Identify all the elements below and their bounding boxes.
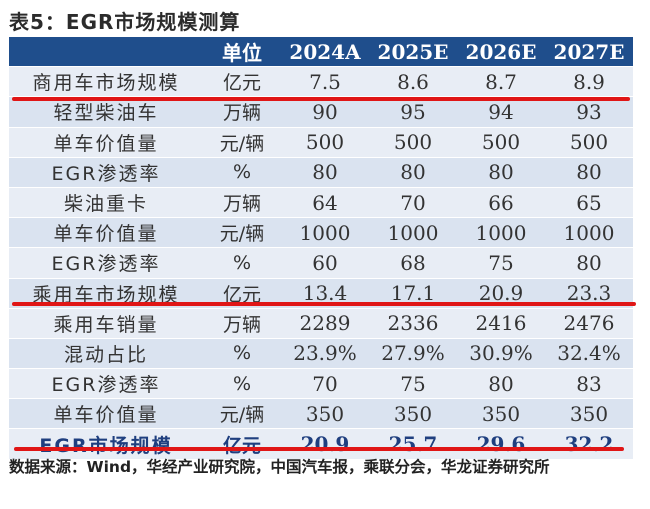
row-value-2026e: 75 xyxy=(457,248,545,279)
row-value-2024a: 1000 xyxy=(281,218,369,249)
row-unit: 万辆 xyxy=(203,97,281,128)
row-label: EGR渗透率 xyxy=(9,369,203,400)
row-value-2026e: 8.7 xyxy=(457,67,545,98)
row-value-2025e: 25.7 xyxy=(369,429,457,460)
row-value-2025e: 27.9% xyxy=(369,338,457,370)
row-label: EGR渗透率 xyxy=(9,157,203,188)
row-value-2024a: 7.5 xyxy=(281,67,369,98)
row-value-2027e: 83 xyxy=(545,369,633,400)
row-value-2024a: 23.9% xyxy=(281,338,369,370)
highlight-underline-commercial xyxy=(12,97,630,101)
row-value-2024a: 350 xyxy=(281,399,369,430)
row-label: EGR渗透率 xyxy=(9,248,203,279)
row-label: 柴油重卡 xyxy=(9,187,203,219)
header-2024a: 2024A xyxy=(281,37,369,68)
row-value-2025e: 1000 xyxy=(369,218,457,249)
row-value-2024a: 20.9 xyxy=(281,429,369,460)
row-value-2025e: 500 xyxy=(369,127,457,158)
row-value-2025e: 95 xyxy=(369,97,457,128)
row-value-2025e: 80 xyxy=(369,157,457,188)
row-value-2027e: 350 xyxy=(545,399,633,430)
row-value-2024a: 64 xyxy=(281,187,369,219)
row-unit: 元/辆 xyxy=(203,127,281,158)
table-row: 混动占比% 23.9% 27.9% 30.9% 32.4% xyxy=(9,338,633,370)
row-value-2025e: 68 xyxy=(369,248,457,279)
table-title: 表5：EGR市场规模测算 xyxy=(9,10,241,34)
row-value-2024a: 60 xyxy=(281,248,369,279)
header-2027e: 2027E xyxy=(545,37,633,68)
source-note: 数据来源：Wind，华经产业研究院，中国汽车报，乘联分会，华龙证券研究所 xyxy=(9,458,550,476)
row-value-2026e: 66 xyxy=(457,187,545,219)
row-label: 商用车市场规模 xyxy=(9,67,203,98)
table-row: EGR市场规模 亿元 20.9 25.7 29.6 32.2 xyxy=(9,429,633,460)
row-label: 混动占比 xyxy=(9,338,203,370)
egr-table-container: 单位 2024A 2025E 2026E 2027E 商用车市场规模 亿元 7.5 8… xyxy=(9,37,633,460)
row-value-2027e: 80 xyxy=(545,157,633,188)
row-value-2026e: 29.6 xyxy=(457,429,545,460)
row-value-2027e: 65 xyxy=(545,187,633,219)
row-value-2027e: 1000 xyxy=(545,218,633,249)
row-value-2026e: 80 xyxy=(457,157,545,188)
row-value-2024a: 80 xyxy=(281,157,369,188)
row-label: 单车价值量 xyxy=(9,399,203,430)
row-value-2026e: 350 xyxy=(457,399,545,430)
row-value-2024a: 2289 xyxy=(281,308,369,339)
row-value-2027e: 32.2 xyxy=(545,429,633,460)
row-value-2027e: 93 xyxy=(545,97,633,128)
row-value-2027e: 80 xyxy=(545,248,633,279)
row-unit: 亿元 xyxy=(203,67,281,98)
row-value-2024a: 500 xyxy=(281,127,369,158)
header-2025e: 2025E xyxy=(369,37,457,68)
row-unit: 万辆 xyxy=(203,187,281,219)
row-label: 乘用车销量 xyxy=(9,308,203,339)
row-unit: % xyxy=(203,338,281,370)
row-unit: 元/辆 xyxy=(203,399,281,430)
row-unit: 万辆 xyxy=(203,308,281,339)
row-value-2024a: 70 xyxy=(281,369,369,400)
egr-market-table: 单位 2024A 2025E 2026E 2027E 商用车市场规模 亿元 7.5 8… xyxy=(9,37,633,460)
table-row: EGR渗透率% 70 75 80 83 xyxy=(9,369,633,400)
row-value-2027e: 2476 xyxy=(545,308,633,339)
header-row: 单位 2024A 2025E 2026E 2027E xyxy=(9,37,633,68)
row-unit: 元/辆 xyxy=(203,218,281,249)
row-value-2026e: 30.9% xyxy=(457,338,545,370)
table-row: EGR渗透率% 80 80 80 80 xyxy=(9,157,633,188)
row-value-2025e: 8.6 xyxy=(369,67,457,98)
row-value-2026e: 80 xyxy=(457,369,545,400)
row-unit: % xyxy=(203,369,281,400)
row-value-2027e: 8.9 xyxy=(545,67,633,98)
row-unit: % xyxy=(203,248,281,279)
row-value-2025e: 2336 xyxy=(369,308,457,339)
row-value-2025e: 350 xyxy=(369,399,457,430)
highlight-underline-total xyxy=(14,447,624,451)
row-value-2024a: 90 xyxy=(281,97,369,128)
row-value-2027e: 32.4% xyxy=(545,338,633,370)
table-row: 单车价值量 元/辆 350 350 350 350 xyxy=(9,399,633,430)
row-value-2025e: 75 xyxy=(369,369,457,400)
highlight-underline-passenger xyxy=(12,302,636,306)
row-label: 单车价值量 xyxy=(9,127,203,158)
table-row: 单车价值量 元/辆 500 500 500 500 xyxy=(9,127,633,158)
table-row: 商用车市场规模 亿元 7.5 8.6 8.7 8.9 xyxy=(9,67,633,98)
table-row: 乘用车销量 万辆 2289 2336 2416 2476 xyxy=(9,308,633,339)
row-value-2026e: 94 xyxy=(457,97,545,128)
row-unit: % xyxy=(203,157,281,188)
row-value-2026e: 1000 xyxy=(457,218,545,249)
row-label: 轻型柴油车 xyxy=(9,97,203,128)
row-unit: 亿元 xyxy=(203,429,281,460)
row-value-2026e: 2416 xyxy=(457,308,545,339)
table-row: EGR渗透率% 60 68 75 80 xyxy=(9,248,633,279)
row-value-2025e: 70 xyxy=(369,187,457,219)
row-value-2026e: 500 xyxy=(457,127,545,158)
table-row: 柴油重卡 万辆 64 70 66 65 xyxy=(9,187,633,219)
header-unit: 单位 xyxy=(203,37,281,68)
row-label: 单车价值量 xyxy=(9,218,203,249)
row-label: EGR市场规模 xyxy=(9,429,203,460)
table-row: 轻型柴油车 万辆 90 95 94 93 xyxy=(9,97,633,128)
header-2026e: 2026E xyxy=(457,37,545,68)
header-blank xyxy=(9,37,203,68)
table-row: 单车价值量 元/辆 1000 1000 1000 1000 xyxy=(9,218,633,249)
row-value-2027e: 500 xyxy=(545,127,633,158)
